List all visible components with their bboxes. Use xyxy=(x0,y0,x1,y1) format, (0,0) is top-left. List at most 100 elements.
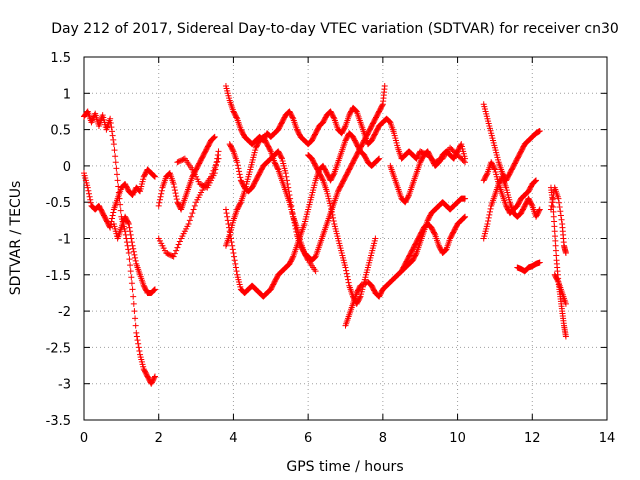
data-point xyxy=(328,208,335,215)
data-point xyxy=(485,214,492,221)
data-point xyxy=(151,374,158,381)
data-point xyxy=(375,156,382,163)
data-point xyxy=(442,247,449,254)
data-point xyxy=(289,114,296,121)
data-point xyxy=(528,201,535,208)
data-point xyxy=(150,287,157,294)
data-point xyxy=(89,117,96,124)
data-point xyxy=(484,220,491,227)
data-point xyxy=(386,118,393,125)
x-tick-label: 4 xyxy=(229,431,237,446)
data-point xyxy=(229,246,236,253)
data-point xyxy=(557,208,564,215)
data-point xyxy=(343,270,350,277)
series-trace-c xyxy=(110,213,158,296)
data-point xyxy=(173,196,180,203)
data-point xyxy=(222,206,229,213)
y-tick-label: -1.5 xyxy=(46,269,71,284)
series-trace-h xyxy=(222,130,383,300)
data-point xyxy=(327,202,334,209)
data-point xyxy=(556,204,563,211)
data-point xyxy=(191,202,198,209)
data-point xyxy=(486,208,493,215)
data-point xyxy=(372,235,379,242)
x-tick-label: 14 xyxy=(599,431,616,446)
data-point xyxy=(212,162,219,169)
data-point xyxy=(212,166,219,173)
data-point xyxy=(170,181,177,188)
data-point xyxy=(87,199,94,206)
data-point xyxy=(345,279,352,286)
data-point xyxy=(117,201,124,208)
data-point xyxy=(483,171,490,178)
data-point xyxy=(125,250,132,257)
x-tick-label: 2 xyxy=(155,431,163,446)
data-point xyxy=(536,206,543,213)
data-point xyxy=(84,184,91,191)
data-point xyxy=(230,250,237,257)
series-trace-l xyxy=(342,195,469,329)
data-point xyxy=(173,193,180,200)
data-point xyxy=(462,155,469,162)
data-point xyxy=(237,174,244,181)
data-point xyxy=(229,242,236,249)
y-tick-label: -3 xyxy=(58,378,71,393)
data-point xyxy=(151,173,158,180)
series-trace-d xyxy=(155,133,218,213)
data-point xyxy=(128,274,135,281)
y-axis-label: SDTVAR / TECUs xyxy=(8,181,24,296)
data-point xyxy=(342,264,349,271)
data-point xyxy=(282,170,289,177)
data-point xyxy=(330,214,337,221)
data-point xyxy=(172,190,179,197)
data-point xyxy=(112,159,119,166)
data-point xyxy=(134,337,141,344)
series-trace-e xyxy=(155,155,222,260)
data-point xyxy=(185,220,192,227)
data-point xyxy=(213,159,220,166)
data-point xyxy=(173,247,180,254)
data-point xyxy=(548,202,555,209)
data-point xyxy=(558,216,565,223)
series-trace-t xyxy=(547,184,569,257)
data-point xyxy=(132,257,139,264)
data-point xyxy=(236,168,243,175)
data-point xyxy=(224,217,231,224)
data-point xyxy=(536,207,543,214)
data-point xyxy=(132,315,139,322)
data-point xyxy=(86,193,93,200)
data-point xyxy=(232,264,239,271)
data-point xyxy=(186,217,193,224)
data-point xyxy=(156,199,163,206)
data-point xyxy=(126,256,133,263)
data-point xyxy=(171,187,178,194)
data-point xyxy=(132,322,139,329)
data-point xyxy=(232,260,239,267)
data-point xyxy=(236,171,243,178)
data-point xyxy=(457,142,464,149)
series-trace-q xyxy=(480,173,543,242)
data-point xyxy=(130,245,137,252)
data-point xyxy=(166,170,173,177)
data-point xyxy=(155,202,162,209)
data-point xyxy=(549,199,556,206)
data-point xyxy=(133,329,140,336)
data-point xyxy=(112,153,119,160)
data-point xyxy=(151,173,158,180)
series-trace-m xyxy=(398,213,469,275)
data-point xyxy=(330,217,337,224)
data-point xyxy=(356,294,363,301)
series-trace-r xyxy=(514,259,543,275)
data-point xyxy=(129,286,136,293)
data-point xyxy=(131,251,138,258)
data-point xyxy=(344,273,351,280)
data-point xyxy=(211,133,218,140)
y-tick-label: 1.5 xyxy=(50,51,71,66)
data-point xyxy=(344,276,351,283)
data-point xyxy=(171,250,178,257)
y-tick-label: 1 xyxy=(63,87,71,102)
data-point xyxy=(127,268,134,275)
data-point xyxy=(176,238,183,245)
data-point xyxy=(215,148,222,155)
data-point xyxy=(462,195,469,202)
